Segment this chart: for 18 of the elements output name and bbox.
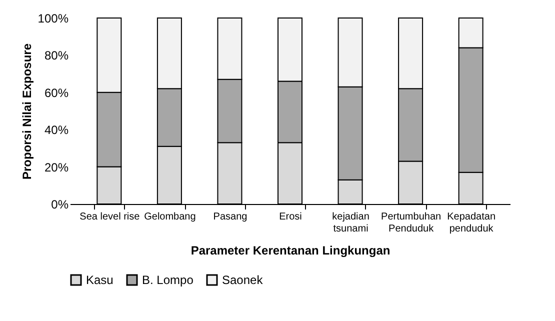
x-tick-label: Erosi	[279, 212, 302, 222]
x-tick-label: Pertumbuhan Penduduk	[381, 212, 442, 234]
y-tick-label: 80%	[44, 48, 69, 63]
y-tick-label: 20%	[44, 160, 69, 174]
y-tick-label: 0%	[51, 198, 69, 212]
x-tick-label: Pasang	[213, 212, 248, 222]
x-tick-label: Kepadatan penduduk	[447, 212, 496, 234]
y-tick-label: 60%	[44, 86, 69, 100]
x-tick-label: Sea level rise	[80, 212, 140, 222]
legend-label: B. Lompo	[142, 273, 194, 287]
y-tick-label: 100%	[38, 12, 69, 26]
x-tick-label: kejadian tsunami	[332, 212, 370, 234]
x-axis-title: Parameter Kerentanan Lingkungan	[190, 244, 390, 258]
legend-label: Kasu	[86, 273, 114, 287]
x-tick-label: Gelombang	[144, 212, 196, 222]
y-tick-label: 40%	[44, 123, 69, 138]
y-axis-title: Proporsi Nilai Exposure	[20, 43, 34, 180]
legend-label: Saonek	[222, 273, 264, 287]
